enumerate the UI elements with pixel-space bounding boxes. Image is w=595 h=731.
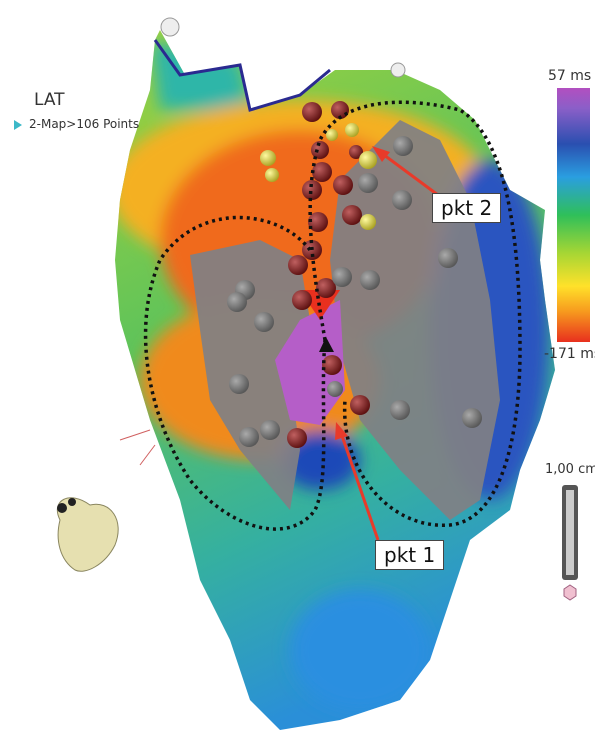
map-view xyxy=(0,0,595,731)
scale-label: 1,00 cm xyxy=(545,462,595,477)
heart-icon xyxy=(57,498,118,571)
lat-map xyxy=(100,20,570,731)
screen: LAT 2-Map>106 Points 57 ms -171 ms 1,00 … xyxy=(0,0,595,731)
legend-title: LAT xyxy=(34,90,65,110)
annotation: pkt 2 xyxy=(432,193,501,223)
colorbar xyxy=(557,88,590,342)
annotation: pkt 1 xyxy=(375,540,444,570)
colorbar-min: -171 ms xyxy=(544,346,595,362)
colorbar-max: 57 ms xyxy=(548,68,591,84)
map-name: 2-Map>106 Points xyxy=(29,117,139,131)
